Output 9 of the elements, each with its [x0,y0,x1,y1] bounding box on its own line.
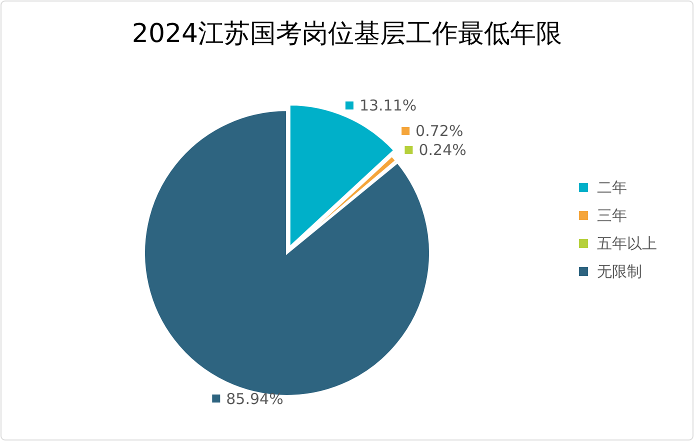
data-label: 0.72% [416,122,464,140]
legend-label: 五年以上 [597,234,657,252]
legend-label: 二年 [597,178,627,196]
legend-label: 无限制 [597,262,642,280]
data-label: 0.24% [418,141,466,160]
chart-title: 2024江苏国考岗位基层工作最低年限 [132,19,562,49]
legend-label: 三年 [597,206,627,224]
data-label: 85.94% [226,390,284,408]
data-label: 13.11% [359,96,417,115]
